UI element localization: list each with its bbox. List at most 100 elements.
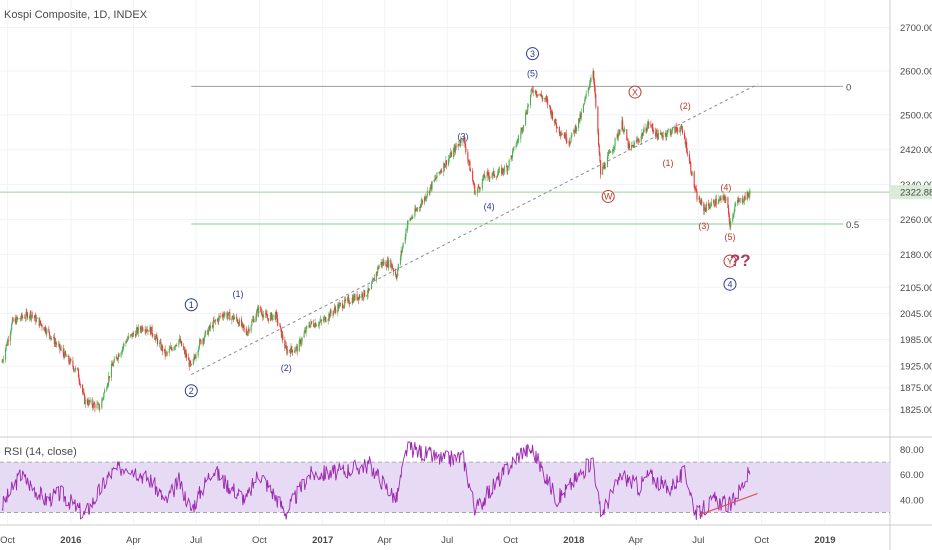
candle-body — [256, 308, 258, 312]
candle-body — [30, 311, 32, 319]
candle-body — [262, 314, 265, 318]
candle-body — [171, 348, 173, 351]
candle-body — [371, 280, 373, 284]
candle-body — [602, 166, 604, 169]
candle-body — [712, 200, 715, 203]
candle-body — [44, 327, 46, 331]
candle-body — [84, 394, 86, 405]
candle-body — [303, 333, 305, 338]
candle-body — [636, 140, 638, 141]
candle-body — [544, 97, 546, 100]
candle-body — [79, 384, 82, 386]
candle-body — [511, 155, 513, 158]
candle-body — [319, 321, 321, 323]
candle-body — [72, 360, 74, 367]
candle-body — [228, 312, 230, 314]
candle-body — [77, 369, 79, 378]
candle-body — [587, 87, 589, 94]
level-label: 0 — [846, 82, 851, 93]
candle-body — [282, 334, 284, 341]
candle-body — [363, 290, 365, 298]
candle-body — [156, 335, 158, 339]
wave-label: X — [632, 87, 638, 97]
candle-body — [410, 218, 412, 220]
candle-body — [96, 404, 98, 409]
candle-body — [122, 346, 124, 348]
price-axis[interactable]: 2700.002600.002500.002420.002340.002260.… — [891, 23, 932, 506]
candle-body — [277, 322, 279, 324]
candle-body — [684, 133, 686, 140]
candle-body — [318, 325, 320, 326]
candle-body — [170, 347, 172, 349]
candle-body — [655, 129, 657, 137]
candle-body — [542, 97, 544, 99]
time-tick-label: Oct — [252, 535, 267, 546]
candle-body — [209, 325, 211, 329]
candle-body — [373, 278, 375, 281]
wave-labels: 1 2 (1) (2) (3) (4) 3 (5) W X (2) (1) (4) (3) (5) Y?? 4 — [184, 47, 751, 398]
time-axis[interactable]: Oct 2016 Apr Jul Oct 2017 Apr Jul Oct 2018 Apr Jul O… — [0, 535, 835, 546]
candle-body — [87, 403, 89, 405]
candle-body — [464, 140, 466, 147]
candle-body — [214, 320, 216, 322]
candle-body — [710, 202, 712, 206]
candle-body — [449, 156, 451, 158]
candle-body — [141, 326, 143, 331]
candle-body — [216, 319, 218, 322]
candle-body — [266, 314, 268, 318]
candle-body — [330, 310, 332, 314]
candle-body — [25, 311, 27, 318]
candle-body — [592, 71, 594, 78]
candle-body — [494, 176, 496, 178]
candle-body — [648, 122, 650, 125]
candle-body — [396, 276, 398, 279]
candle-body — [35, 315, 37, 322]
candle-body — [459, 144, 461, 146]
candle-body — [53, 336, 55, 338]
rsi-band — [0, 462, 890, 513]
candle-body — [390, 259, 392, 268]
candle-body — [130, 334, 132, 336]
candle-body — [226, 313, 228, 318]
candle-body — [717, 202, 719, 205]
candle-body — [724, 199, 726, 201]
last-price-label: 2322.88 — [900, 188, 932, 199]
candle-body — [503, 171, 505, 173]
candle-body — [535, 90, 537, 95]
candle-body — [382, 261, 384, 265]
candle-body — [59, 349, 62, 350]
wave-label: (1) — [233, 289, 244, 299]
candle-body — [609, 151, 611, 154]
wave-label: Y — [727, 256, 733, 266]
candle-body — [349, 303, 351, 304]
candle-body — [521, 128, 523, 131]
candle-body — [208, 325, 210, 330]
candle-body — [416, 209, 418, 211]
candle-body — [7, 340, 9, 346]
candle-body — [708, 203, 710, 206]
wave-label-circle — [184, 298, 198, 312]
candle-body — [549, 104, 551, 107]
candle-body — [190, 364, 192, 366]
candle-body — [414, 208, 416, 217]
candle-body — [55, 342, 57, 344]
rsi-tick-label: 80.00 — [900, 445, 924, 456]
chart-title: Kospi Composite, 1D, INDEX — [4, 9, 148, 21]
candle-body — [26, 311, 28, 314]
candle-body — [207, 329, 210, 335]
candle-body — [381, 261, 384, 266]
candle-body — [650, 124, 652, 127]
candle-body — [646, 130, 648, 132]
candle-body — [738, 200, 740, 202]
candle-body — [400, 250, 402, 258]
candle-body — [602, 166, 604, 175]
candle-body — [348, 297, 350, 304]
candle-body — [4, 349, 7, 360]
candle-body — [141, 326, 143, 331]
candle-body — [415, 208, 417, 211]
candle-body — [737, 199, 739, 201]
candle-body — [185, 353, 188, 358]
candle-body — [719, 197, 721, 199]
wave-label-circle — [723, 254, 737, 268]
